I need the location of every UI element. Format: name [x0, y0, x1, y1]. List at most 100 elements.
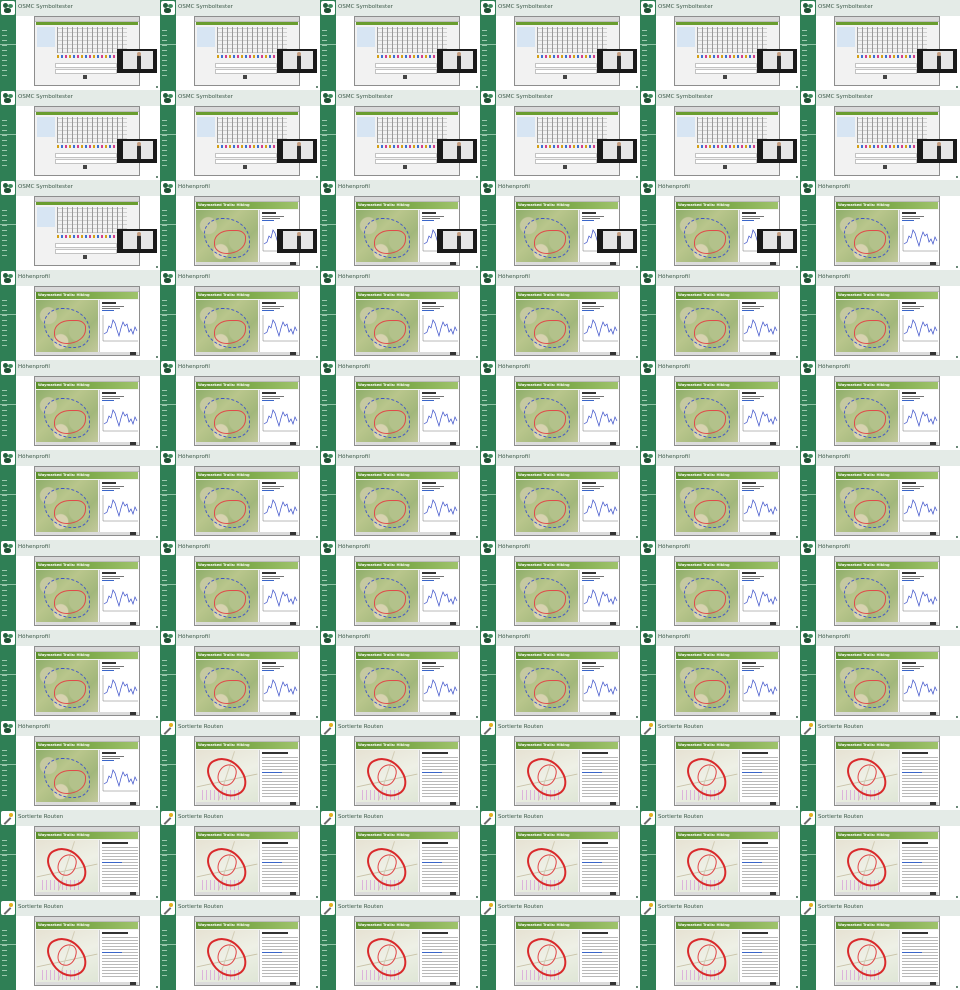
video-frame-thumbnail[interactable]: Höhenprofil Waymarked Trails: Hiking: [640, 180, 800, 270]
video-frame-thumbnail[interactable]: Höhenprofil Waymarked Trails: Hiking: [480, 630, 640, 720]
video-frame-thumbnail[interactable]: Sortierte Routen Waymarked Trails: Hiking: [800, 810, 960, 900]
browser-toolbar: [835, 737, 939, 742]
video-frame-thumbnail[interactable]: Höhenprofil Waymarked Trails: Hiking: [640, 270, 800, 360]
video-frame-thumbnail[interactable]: Höhenprofil Waymarked Trails: Hiking: [0, 540, 160, 630]
video-frame-thumbnail[interactable]: Höhenprofil Waymarked Trails: Hiking: [320, 450, 480, 540]
video-frame-thumbnail[interactable]: Höhenprofil Waymarked Trails: Hiking: [800, 540, 960, 630]
symbol-render-button: [723, 165, 727, 169]
video-frame-thumbnail[interactable]: OSMC Symboltester: [0, 90, 160, 180]
browser-toolbar: [675, 917, 779, 922]
video-frame-thumbnail[interactable]: Sortierte Routen Waymarked Trails: Hiking: [320, 720, 480, 810]
video-frame-thumbnail[interactable]: Sortierte Routen Waymarked Trails: Hiking: [800, 900, 960, 990]
video-frame-thumbnail[interactable]: Höhenprofil Waymarked Trails: Hiking: [320, 180, 480, 270]
video-frame-thumbnail[interactable]: Höhenprofil Waymarked Trails: Hiking: [160, 360, 320, 450]
video-frame-thumbnail[interactable]: OSMC Symboltester: [640, 90, 800, 180]
slide-title: Höhenprofil: [498, 364, 530, 370]
video-frame-thumbnail[interactable]: Höhenprofil Waymarked Trails: Hiking: [160, 540, 320, 630]
video-frame-thumbnail[interactable]: Höhenprofil Waymarked Trails: Hiking: [480, 360, 640, 450]
video-frame-thumbnail[interactable]: Sortierte Routen Waymarked Trails: Hiking: [480, 900, 640, 990]
video-frame-thumbnail[interactable]: Höhenprofil Waymarked Trails: Hiking: [480, 270, 640, 360]
video-frame-thumbnail[interactable]: Höhenprofil Waymarked Trails: Hiking: [160, 630, 320, 720]
app-title: Waymarked Trails: Hiking: [678, 653, 730, 657]
video-frame-thumbnail[interactable]: Sortierte Routen Waymarked Trails: Hiking: [640, 900, 800, 990]
video-frame-thumbnail[interactable]: Höhenprofil Waymarked Trails: Hiking: [160, 180, 320, 270]
video-frame-thumbnail[interactable]: Sortierte Routen Waymarked Trails: Hiking: [160, 720, 320, 810]
sidebar-divider: [320, 494, 336, 495]
sidebar-divider: [800, 944, 816, 945]
video-frame-thumbnail[interactable]: Höhenprofil Waymarked Trails: Hiking: [480, 540, 640, 630]
video-frame-thumbnail[interactable]: Höhenprofil Waymarked Trails: Hiking: [0, 720, 160, 810]
topographic-map: [356, 570, 418, 622]
video-frame-thumbnail[interactable]: Höhenprofil Waymarked Trails: Hiking: [0, 270, 160, 360]
video-frame-thumbnail[interactable]: Sortierte Routen Waymarked Trails: Hiking: [480, 720, 640, 810]
route-name: [582, 662, 596, 664]
video-frame-thumbnail[interactable]: Höhenprofil Waymarked Trails: Hiking: [0, 450, 160, 540]
sidebar-marker: [642, 700, 647, 701]
video-frame-thumbnail[interactable]: Höhenprofil Waymarked Trails: Hiking: [320, 540, 480, 630]
sidebar-marker: [2, 785, 7, 786]
route-list: [742, 757, 778, 797]
video-frame-thumbnail[interactable]: OSMC Symboltester: [640, 0, 800, 90]
sidebar-marker: [322, 975, 327, 976]
video-frame-thumbnail[interactable]: Sortierte Routen Waymarked Trails: Hiking: [640, 810, 800, 900]
video-frame-thumbnail[interactable]: Höhenprofil Waymarked Trails: Hiking: [640, 450, 800, 540]
selected-route-line: [374, 320, 406, 344]
screenshot-window: Waymarked Trails: Hiking: [834, 196, 940, 266]
slide-sidebar: [320, 900, 336, 990]
slide-title: Höhenprofil: [498, 274, 530, 280]
video-frame-thumbnail[interactable]: OSMC Symboltester: [160, 90, 320, 180]
video-frame-thumbnail[interactable]: OSMC Symboltester: [480, 0, 640, 90]
video-frame-thumbnail[interactable]: Sortierte Routen Waymarked Trails: Hiking: [320, 810, 480, 900]
video-frame-thumbnail[interactable]: Sortierte Routen Waymarked Trails: Hiking: [160, 810, 320, 900]
video-frame-thumbnail[interactable]: Sortierte Routen Waymarked Trails: Hiking: [320, 900, 480, 990]
sidebar-marker: [802, 145, 807, 146]
video-frame-thumbnail[interactable]: OSMC Symboltester: [0, 180, 160, 270]
video-frame-thumbnail[interactable]: Höhenprofil Waymarked Trails: Hiking: [640, 540, 800, 630]
app-header: Waymarked Trails: Hiking: [36, 472, 138, 479]
video-frame-thumbnail[interactable]: Höhenprofil Waymarked Trails: Hiking: [800, 360, 960, 450]
route-map: [196, 930, 258, 982]
video-frame-thumbnail[interactable]: Sortierte Routen Waymarked Trails: Hiking: [160, 900, 320, 990]
video-frame-thumbnail[interactable]: OSMC Symboltester: [160, 0, 320, 90]
video-frame-thumbnail[interactable]: Sortierte Routen Waymarked Trails: Hiking: [0, 900, 160, 990]
video-frame-thumbnail[interactable]: Sortierte Routen Waymarked Trails: Hiking: [480, 810, 640, 900]
video-frame-thumbnail[interactable]: Höhenprofil Waymarked Trails: Hiking: [800, 180, 960, 270]
sorted-routes-panel: [579, 750, 619, 802]
video-frame-thumbnail[interactable]: Höhenprofil Waymarked Trails: Hiking: [800, 630, 960, 720]
symbol-samples-row: [537, 55, 607, 58]
video-frame-thumbnail[interactable]: Höhenprofil Waymarked Trails: Hiking: [480, 450, 640, 540]
map-button: [130, 442, 136, 445]
browser-toolbar: [355, 377, 459, 382]
video-frame-thumbnail[interactable]: Höhenprofil Waymarked Trails: Hiking: [640, 630, 800, 720]
symbol-grid-table: [537, 27, 607, 53]
video-frame-thumbnail[interactable]: Höhenprofil Waymarked Trails: Hiking: [320, 360, 480, 450]
video-frame-thumbnail[interactable]: Höhenprofil Waymarked Trails: Hiking: [0, 630, 160, 720]
video-frame-thumbnail[interactable]: OSMC Symboltester: [320, 0, 480, 90]
video-frame-thumbnail[interactable]: Höhenprofil Waymarked Trails: Hiking: [480, 180, 640, 270]
video-frame-thumbnail[interactable]: OSMC Symboltester: [800, 0, 960, 90]
video-frame-thumbnail[interactable]: Höhenprofil Waymarked Trails: Hiking: [160, 270, 320, 360]
video-frame-thumbnail[interactable]: Sortierte Routen Waymarked Trails: Hiking: [0, 810, 160, 900]
video-frame-thumbnail[interactable]: OSMC Symboltester: [0, 0, 160, 90]
video-frame-thumbnail[interactable]: OSMC Symboltester: [480, 90, 640, 180]
video-frame-thumbnail[interactable]: OSMC Symboltester: [800, 90, 960, 180]
sidebar-marker: [162, 140, 167, 141]
sidebar-divider: [640, 404, 656, 405]
topographic-map: [676, 570, 738, 622]
video-frame-thumbnail[interactable]: Sortierte Routen Waymarked Trails: Hiking: [640, 720, 800, 810]
video-frame-thumbnail[interactable]: Höhenprofil Waymarked Trails: Hiking: [320, 630, 480, 720]
slide-header-bar: [640, 720, 800, 736]
video-frame-thumbnail[interactable]: Höhenprofil Waymarked Trails: Hiking: [640, 360, 800, 450]
video-frame-thumbnail[interactable]: Höhenprofil Waymarked Trails: Hiking: [800, 270, 960, 360]
elevation-profile-graph: [742, 405, 778, 432]
video-frame-thumbnail[interactable]: OSMC Symboltester: [320, 90, 480, 180]
sidebar-marker: [2, 870, 7, 871]
video-frame-thumbnail[interactable]: Höhenprofil Waymarked Trails: Hiking: [0, 360, 160, 450]
video-frame-thumbnail[interactable]: Höhenprofil Waymarked Trails: Hiking: [800, 450, 960, 540]
browser-toolbar: [675, 737, 779, 742]
video-frame-thumbnail[interactable]: Sortierte Routen Waymarked Trails: Hiking: [800, 720, 960, 810]
video-frame-thumbnail[interactable]: Höhenprofil Waymarked Trails: Hiking: [160, 450, 320, 540]
sidebar-marker: [642, 485, 647, 486]
forest-logo-icon: [1, 181, 15, 195]
video-frame-thumbnail[interactable]: Höhenprofil Waymarked Trails: Hiking: [320, 270, 480, 360]
